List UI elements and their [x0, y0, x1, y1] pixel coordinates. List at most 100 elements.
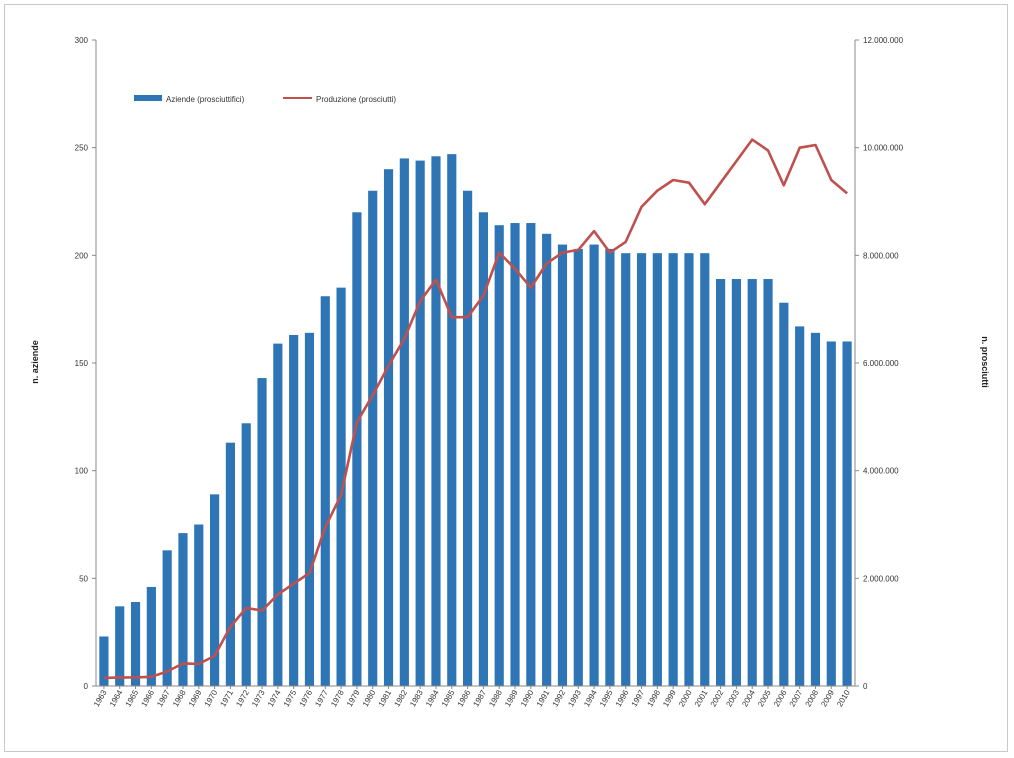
x-tick-label: 1967	[155, 688, 172, 708]
x-tick-label: 1978	[329, 688, 346, 708]
x-tick-label: 1969	[187, 688, 204, 708]
left-tick-label: 150	[75, 359, 89, 368]
x-tick-label: 1995	[598, 688, 615, 708]
bar	[605, 248, 615, 686]
right-tick-label: 10.000.000	[863, 144, 904, 153]
x-tick-label: 1976	[298, 688, 315, 708]
x-tick-label: 1986	[456, 688, 473, 708]
bar-series-aziende	[99, 154, 852, 687]
x-tick-label: 1980	[361, 688, 378, 708]
line-series-produzione	[103, 138, 848, 680]
bar	[810, 332, 821, 686]
right-tick-label: 6.000.000	[863, 359, 899, 368]
x-tick-label: 1983	[408, 688, 425, 708]
right-tick-label: 4.000.000	[863, 467, 899, 476]
production-line	[103, 138, 848, 680]
bar	[431, 156, 441, 686]
x-tick-label: 1988	[487, 688, 504, 708]
axes	[95, 40, 856, 687]
bar	[463, 190, 473, 686]
left-axis-title: n. aziende	[30, 340, 40, 384]
legend: Aziende (prosciuttifici) Produzione (pro…	[134, 95, 396, 104]
bar	[146, 586, 156, 686]
legend-label-aziende: Aziende (prosciuttifici)	[166, 95, 245, 104]
bar	[542, 233, 552, 687]
bar	[826, 341, 836, 686]
bar	[842, 341, 852, 686]
bar	[573, 248, 583, 686]
bar	[779, 302, 789, 686]
right-axis-ticks: 0 2.000.000 4.000.000 6.000.000 8.000.000 10.…	[855, 36, 904, 691]
bar	[399, 158, 409, 686]
right-tick-label: 2.000.000	[863, 574, 899, 583]
right-tick-label: 12.000.000	[863, 36, 904, 45]
x-tick-label: 1985	[440, 688, 457, 708]
bar	[178, 533, 188, 686]
bar	[289, 335, 299, 686]
x-tick-label: 1979	[345, 688, 362, 708]
x-tick-label: 1975	[282, 688, 299, 708]
x-tick-label: 1963	[92, 688, 109, 708]
x-tick-label: 2000	[677, 688, 694, 708]
left-tick-label: 250	[75, 144, 89, 153]
bar	[115, 606, 125, 686]
left-tick-label: 0	[84, 682, 89, 691]
bar	[241, 423, 251, 686]
x-tick-label: 1998	[645, 688, 662, 708]
x-tick-label: 1981	[377, 688, 394, 708]
x-tick-label: 1966	[139, 688, 156, 708]
x-tick-label: 2003	[724, 688, 741, 708]
x-tick-label: 2002	[709, 688, 726, 708]
bar	[700, 253, 710, 686]
bar	[130, 602, 141, 686]
x-tick-label: 1971	[218, 688, 235, 708]
x-tick-label: 1965	[124, 688, 141, 708]
bar	[447, 154, 457, 687]
bar	[652, 253, 662, 686]
bar	[510, 223, 520, 687]
x-tick-label: 2007	[788, 688, 805, 708]
bar	[763, 279, 773, 686]
bar	[731, 279, 741, 686]
x-tick-label: 2009	[819, 688, 836, 708]
x-tick-label: 1993	[566, 688, 583, 708]
x-tick-label: 2004	[740, 688, 757, 708]
left-tick-label: 200	[75, 251, 89, 260]
x-tick-label: 1994	[582, 688, 599, 708]
bar	[336, 287, 346, 686]
right-axis-title: n. prosciutti	[980, 336, 990, 388]
bar	[668, 253, 678, 686]
x-tick-label: 1973	[250, 688, 267, 708]
x-tick-label: 1992	[551, 688, 568, 708]
x-tick-label: 1968	[171, 688, 188, 708]
legend-label-produzione: Produzione (prosciutti)	[316, 95, 396, 104]
x-tick-label: 1990	[519, 688, 536, 708]
left-axis-ticks: 0 50 100 150 200 250 300	[75, 36, 96, 691]
x-tick-label: 1977	[313, 688, 330, 708]
x-tick-label: 1997	[630, 688, 647, 708]
bar	[225, 442, 235, 686]
x-tick-label: 2005	[756, 688, 773, 708]
bar	[368, 190, 378, 686]
left-tick-label: 50	[79, 574, 88, 583]
bar	[684, 253, 694, 686]
bar	[526, 223, 536, 687]
bar	[304, 332, 315, 686]
bar	[621, 253, 631, 686]
bar	[494, 225, 504, 687]
x-tick-label: 1972	[234, 688, 251, 708]
x-tick-label: 2006	[772, 688, 789, 708]
x-tick-label: 1996	[614, 688, 631, 708]
bar	[636, 253, 647, 686]
bar	[162, 550, 172, 686]
bar	[478, 212, 488, 686]
bar	[795, 326, 805, 686]
x-tick-label: 1999	[661, 688, 678, 708]
x-tick-label: 1991	[535, 688, 552, 708]
bar	[557, 244, 568, 687]
bar	[320, 296, 330, 686]
bar	[99, 636, 109, 686]
legend-swatch-aziende	[134, 95, 162, 101]
x-tick-label: 1970	[203, 688, 220, 708]
